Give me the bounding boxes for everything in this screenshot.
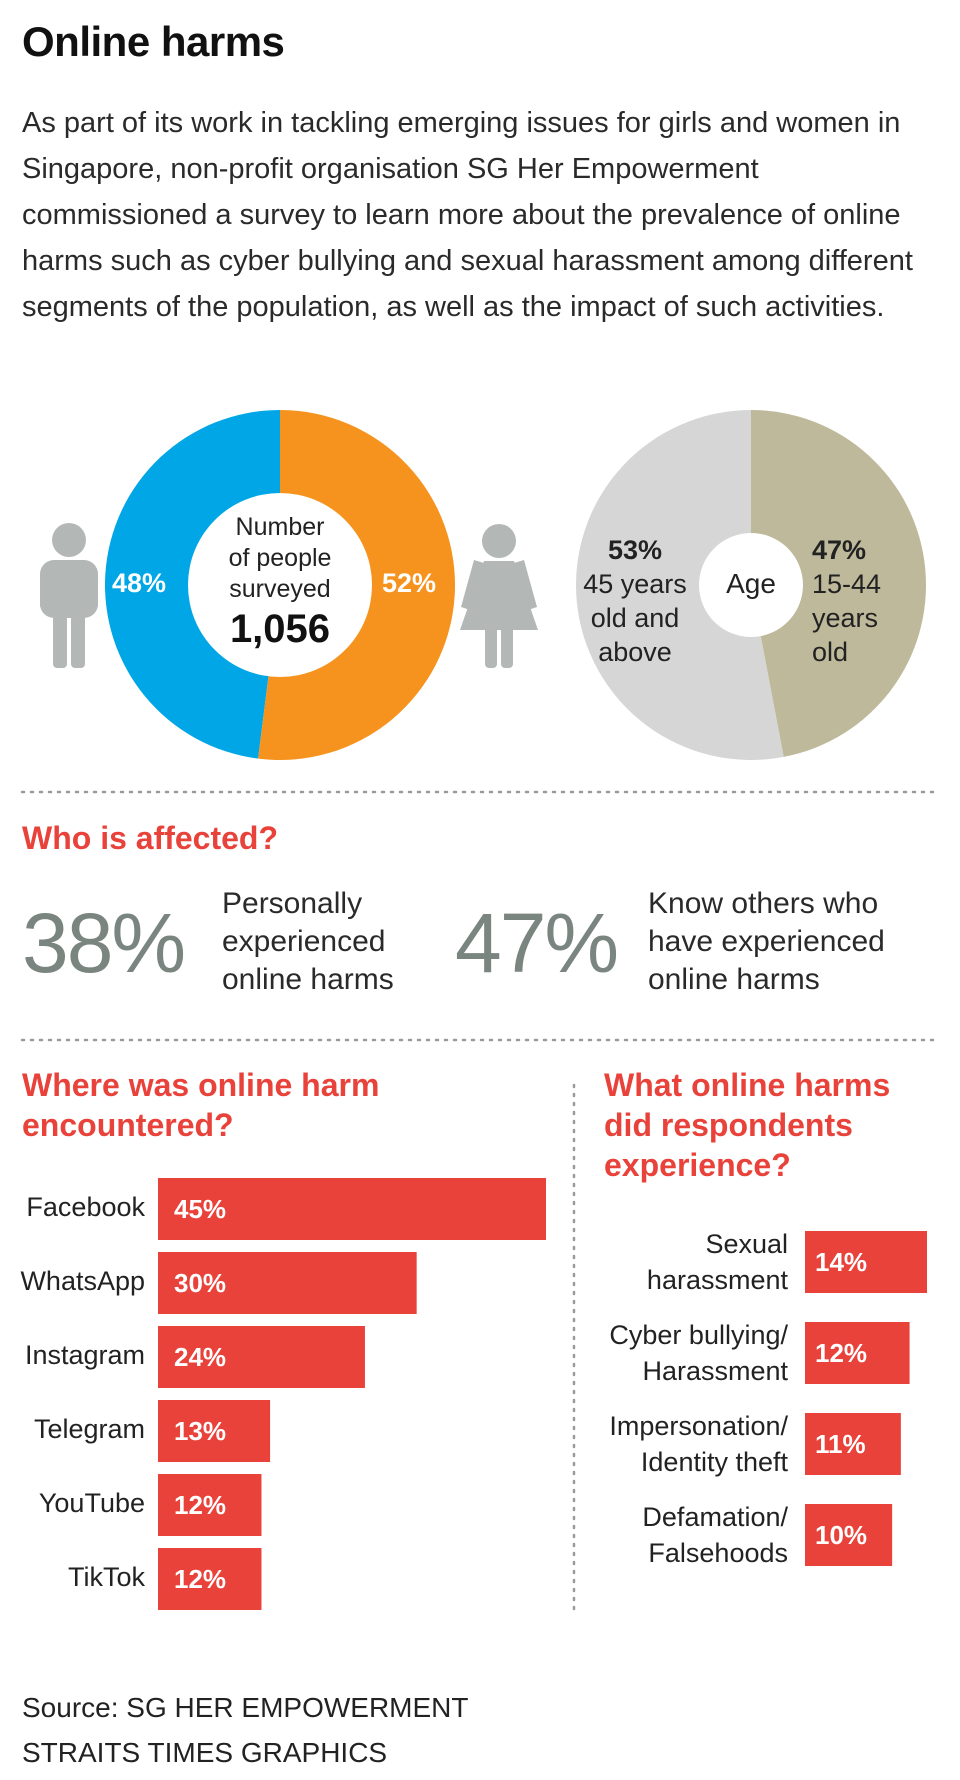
page-title: Online harms xyxy=(22,18,285,65)
harm-value-label: 12% xyxy=(815,1338,868,1368)
donut-total: 1,056 xyxy=(229,607,331,651)
age-younger-line1: 15-44 xyxy=(812,569,882,599)
stat-personal-line3: online harms xyxy=(222,963,394,996)
harm-value-label: 10% xyxy=(815,1520,868,1550)
harm-value-label: 14% xyxy=(815,1247,868,1277)
male-figure-icon xyxy=(40,523,98,668)
harm-bar xyxy=(805,1504,893,1566)
stat-others-value: 47% xyxy=(455,896,619,990)
platforms-heading-line1: Where was online harm xyxy=(22,1067,380,1103)
platform-category-label: Telegram xyxy=(33,1414,145,1444)
stat-personal-value: 38% xyxy=(22,896,186,990)
source-line1: Source: SG HER EMPOWERMENT xyxy=(22,1692,469,1723)
harm-bars xyxy=(805,1231,927,1566)
platform-category-label: WhatsApp xyxy=(20,1266,145,1296)
harms-heading: What online harms did respondents experi… xyxy=(604,1065,890,1185)
source-note: Source: SG HER EMPOWERMENT STRAITS TIMES… xyxy=(22,1685,469,1775)
stat-personal-line1: Personally xyxy=(222,887,363,920)
harms-heading-line1: What online harms xyxy=(604,1067,891,1103)
harm-category-label: Defamation/Falsehoods xyxy=(642,1502,788,1568)
stat-personal-desc: Personally experienced online harms xyxy=(222,885,394,999)
harm-bar xyxy=(805,1322,910,1384)
pie-slice-older xyxy=(575,409,784,760)
donut-center-line3: surveyed xyxy=(229,575,331,603)
donut-center-line1: Number xyxy=(235,513,325,541)
age-younger-line3: old xyxy=(812,637,849,667)
female-figure-icon xyxy=(460,524,538,668)
platform-bar xyxy=(158,1178,546,1240)
age-pie xyxy=(575,409,927,760)
platform-category-label: Facebook xyxy=(26,1192,145,1222)
harm-bar xyxy=(805,1413,901,1475)
stat-others-line3: online harms xyxy=(648,963,820,996)
pie-slice-younger xyxy=(751,410,927,757)
harm-category-label: Cyber bullying/Harassment xyxy=(609,1320,788,1386)
age-younger-pct: 47% xyxy=(812,535,867,565)
harm-value-label: 11% xyxy=(815,1429,866,1459)
platform-bars xyxy=(158,1178,546,1610)
female-pct-label: 52% xyxy=(382,568,437,598)
platform-bar xyxy=(158,1326,365,1388)
affected-heading: Who is affected? xyxy=(22,820,279,856)
platform-value-label: 13% xyxy=(174,1416,227,1446)
platform-value-label: 45% xyxy=(174,1194,227,1224)
harms-heading-line3: experience? xyxy=(604,1147,791,1183)
platform-bar xyxy=(158,1548,262,1610)
harm-category-label: Impersonation/Identity theft xyxy=(609,1411,788,1477)
source-line2: STRAITS TIMES GRAPHICS xyxy=(22,1737,388,1768)
pie-center-circle xyxy=(699,533,803,637)
donut-center-label: Number of people surveyed 1,056 xyxy=(200,512,360,653)
platform-bar xyxy=(158,1252,417,1314)
platform-category-label: Instagram xyxy=(24,1340,145,1370)
age-younger-label: 47% 15-44 years old xyxy=(812,533,932,669)
platforms-heading: Where was online harm encountered? xyxy=(22,1065,379,1145)
age-older-line2: old and xyxy=(590,603,680,633)
harm-bar xyxy=(805,1231,927,1293)
platform-value-label: 24% xyxy=(174,1342,227,1372)
platform-value-label: 12% xyxy=(174,1490,227,1520)
donut-center-line2: of people xyxy=(228,544,332,572)
harm-category-label: Sexual harassment xyxy=(646,1229,788,1295)
age-younger-line2: years xyxy=(812,603,879,633)
age-older-line1: 45 years xyxy=(583,569,687,599)
age-older-pct: 53% xyxy=(607,535,663,565)
male-pct-label: 48% xyxy=(112,568,167,598)
donut-hole xyxy=(188,493,372,677)
gender-donut xyxy=(104,410,455,760)
platform-value-label: 30% xyxy=(174,1268,227,1298)
intro-paragraph: As part of its work in tackling emerging… xyxy=(22,107,913,323)
age-older-label: 53% 45 years old and above xyxy=(570,533,700,669)
stat-others-line2: have experienced xyxy=(648,925,885,958)
platform-bar xyxy=(158,1474,262,1536)
platforms-heading-line2: encountered? xyxy=(22,1107,234,1143)
age-older-line3: above xyxy=(598,637,672,667)
age-center-label: Age xyxy=(726,568,776,599)
stat-others-line1: Know others who xyxy=(648,887,879,920)
stat-personal-line2: experienced xyxy=(222,925,386,958)
stat-others-desc: Know others who have experienced online … xyxy=(648,885,885,999)
harms-heading-line2: did respondents xyxy=(604,1107,853,1143)
platform-value-label: 12% xyxy=(174,1564,227,1594)
platform-bar xyxy=(158,1400,271,1462)
platform-category-label: TikTok xyxy=(67,1562,145,1592)
platform-category-label: YouTube xyxy=(38,1488,145,1518)
